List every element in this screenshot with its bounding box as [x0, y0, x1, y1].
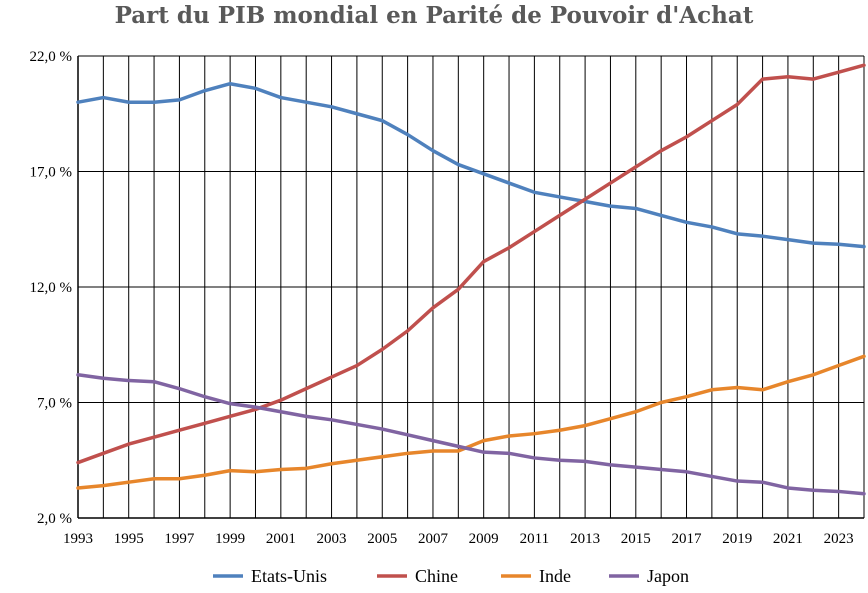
legend-label: Japon — [647, 566, 689, 586]
x-tick-label: 1993 — [63, 531, 93, 547]
x-tick-label: 2023 — [824, 531, 854, 547]
x-tick-label: 2017 — [672, 531, 703, 547]
legend-label: Chine — [415, 566, 458, 586]
x-tick-label: 2015 — [621, 531, 651, 547]
y-tick-label: 2,0 % — [37, 511, 72, 527]
series-line-japon — [76, 373, 866, 496]
x-tick-label: 2009 — [469, 531, 499, 547]
y-tick-label: 12,0 % — [30, 280, 73, 296]
x-tick-label: 1997 — [164, 531, 195, 547]
series-line-inde — [76, 354, 866, 490]
series-line-etats-unis — [76, 81, 866, 249]
y-tick-label: 7,0 % — [37, 396, 72, 412]
y-tick-label: 22,0 % — [30, 49, 73, 65]
x-tick-label: 1999 — [215, 531, 245, 547]
x-tick-label: 2001 — [266, 531, 296, 547]
x-tick-label: 2003 — [317, 531, 347, 547]
chart-title: Part du PIB mondial en Parité de Pouvoir… — [114, 2, 754, 29]
x-tick-label: 2019 — [722, 531, 752, 547]
legend-label: Etats-Unis — [251, 566, 327, 586]
x-tick-label: 1995 — [114, 531, 144, 547]
x-tick-label: 2021 — [773, 531, 803, 547]
x-tick-label: 2005 — [367, 531, 397, 547]
x-tick-label: 2011 — [520, 531, 549, 547]
x-tick-label: 2013 — [570, 531, 600, 547]
x-tick-label: 2007 — [418, 531, 449, 547]
series-line-chine — [76, 63, 866, 465]
legend-label: Inde — [539, 566, 571, 586]
y-tick-label: 17,0 % — [30, 165, 73, 181]
